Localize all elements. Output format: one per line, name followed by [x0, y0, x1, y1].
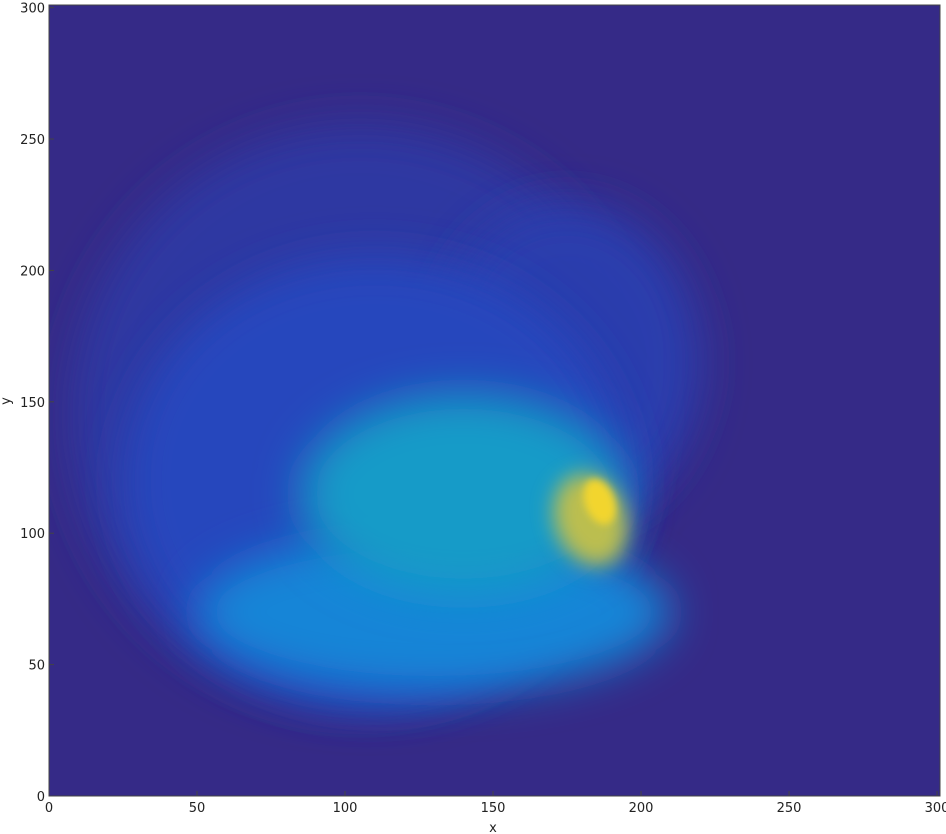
- x-axis-label: x: [489, 821, 497, 834]
- x-tick-label: 200: [629, 801, 654, 816]
- y-tick-label: 200: [20, 264, 45, 279]
- y-tick-label: 0: [37, 790, 45, 805]
- y-tick-label: 50: [28, 659, 45, 674]
- x-tick-label: 100: [333, 801, 358, 816]
- heatmap-feature-core-lobe: [300, 393, 627, 594]
- y-tick-label: 250: [20, 133, 45, 148]
- y-tick-label: 100: [20, 527, 45, 542]
- x-tick-label: 150: [481, 801, 506, 816]
- x-tick-label: 300: [925, 801, 946, 816]
- y-axis: 0 50 100 150 200 250 300: [20, 2, 54, 805]
- y-tick-label: 300: [20, 2, 45, 17]
- heatmap-field: [69, 125, 701, 705]
- x-tick-label: 50: [189, 801, 206, 816]
- x-tick-label: 250: [777, 801, 802, 816]
- x-tick-label: 0: [45, 801, 53, 816]
- y-tick-label: 150: [20, 396, 45, 411]
- plot-frame: [48, 4, 941, 797]
- heatmap-feature-hot-spot: [583, 478, 616, 525]
- y-axis-label: y: [0, 397, 14, 405]
- x-axis: 0 50 100 150 200 250 300: [45, 791, 946, 816]
